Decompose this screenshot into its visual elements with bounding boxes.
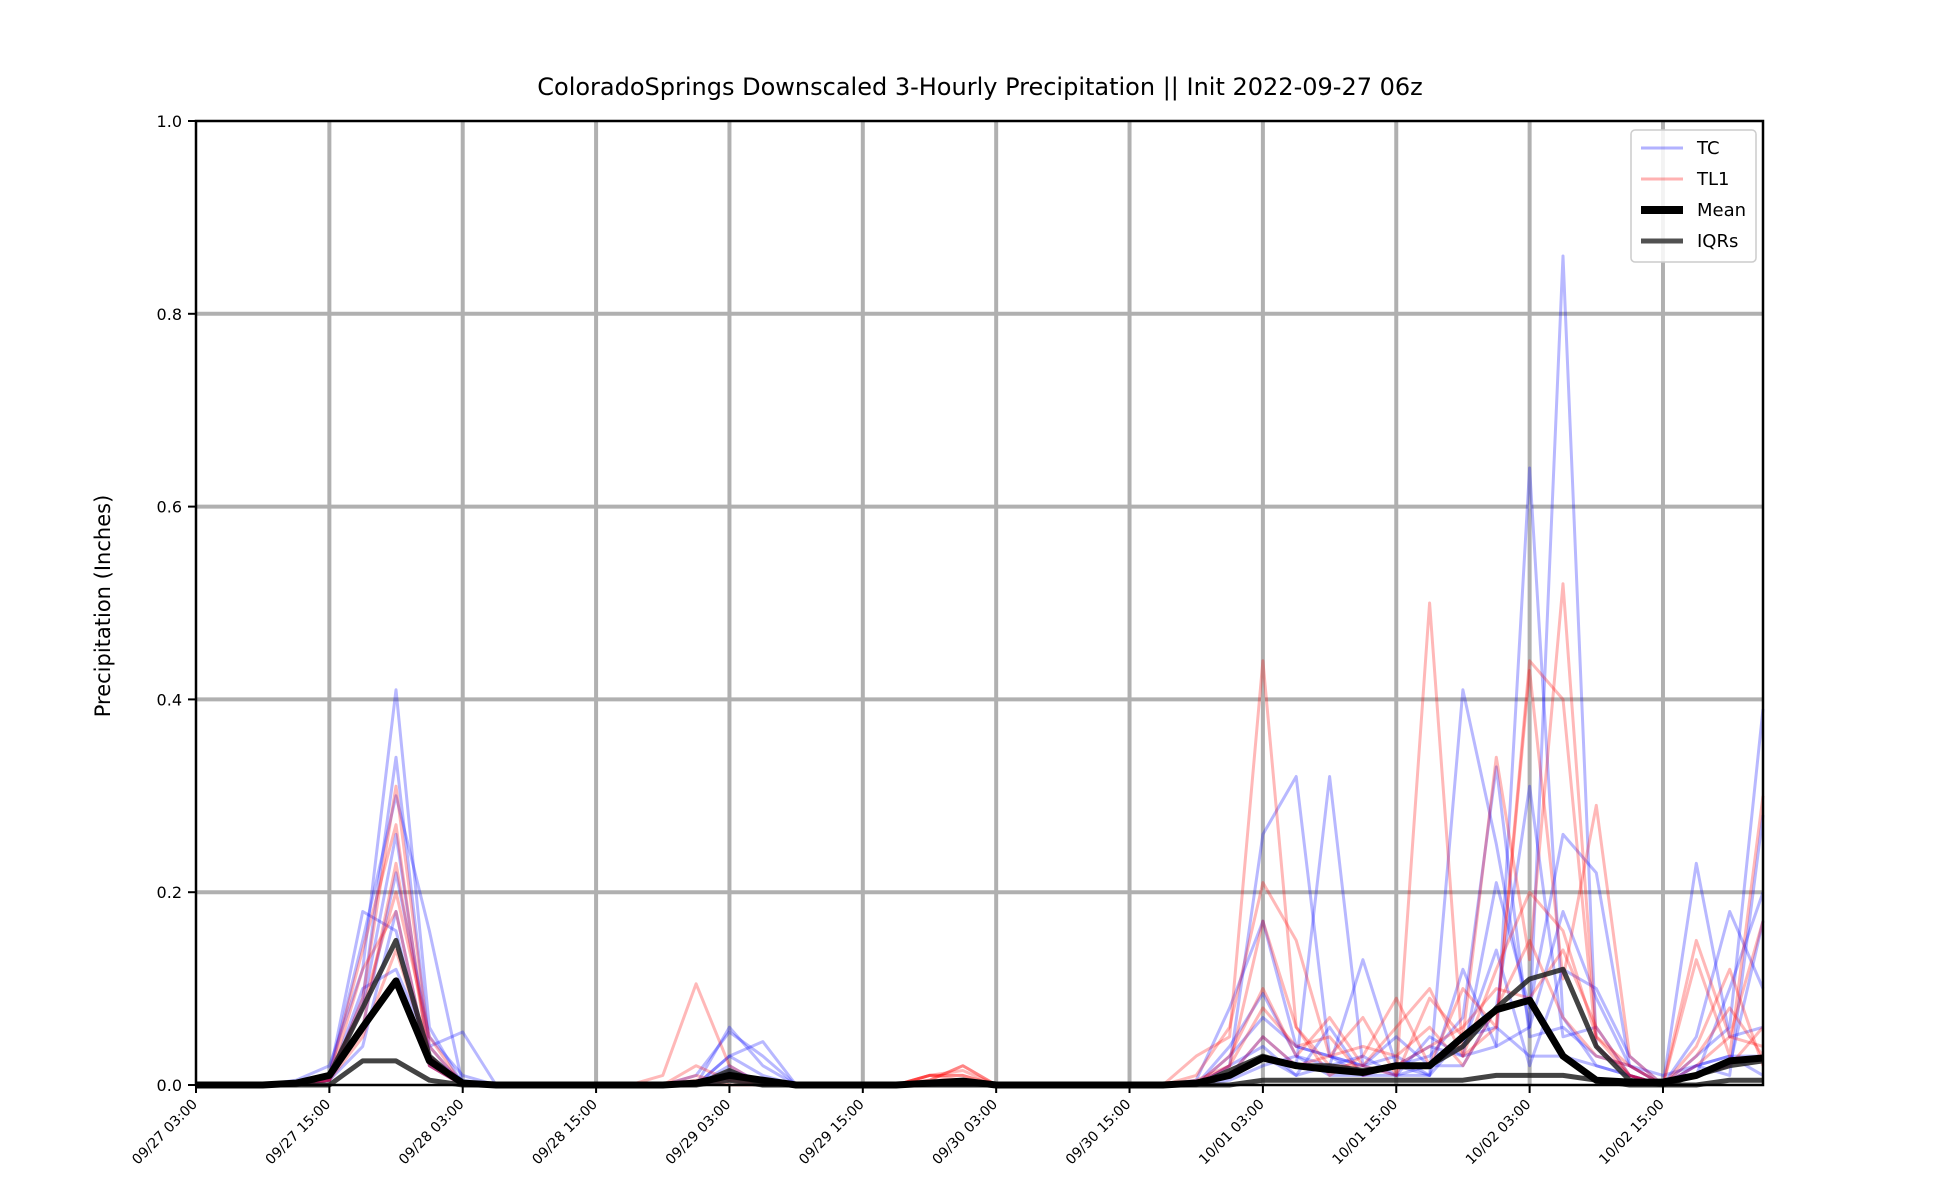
x-tick-label: 10/01 15:00 (1330, 1097, 1402, 1169)
y-tick-label: 0.6 (157, 498, 182, 517)
x-tick-label: 09/30 15:00 (1063, 1097, 1135, 1169)
x-tick-label: 09/28 15:00 (529, 1097, 601, 1169)
mean-line (196, 977, 1764, 1089)
y-tick-label: 0.0 (157, 1076, 182, 1095)
legend-label: IQRs (1697, 231, 1738, 252)
x-tick-label: 09/30 03:00 (929, 1097, 1001, 1169)
grid-lines (196, 121, 1763, 1085)
legend-label: TC (1696, 138, 1720, 159)
x-tick-label: 10/01 03:00 (1196, 1097, 1268, 1169)
plot-frame (194, 119, 1765, 1087)
y-tick-label: 0.8 (157, 305, 182, 324)
x-tick-label: 10/02 03:00 (1463, 1097, 1535, 1169)
mean-series-group (196, 977, 1764, 1089)
x-tick-label: 09/27 03:00 (129, 1097, 201, 1169)
y-tick-label: 1.0 (157, 112, 182, 131)
y-axis-label: Precipitation (Inches) (91, 495, 115, 718)
legend-label: TL1 (1696, 169, 1729, 190)
x-tick-label: 09/29 15:00 (796, 1097, 868, 1169)
legend-label: Mean (1697, 200, 1746, 221)
x-axis-ticks: 09/27 03:00 09/27 15:00 09/28 03:00 09/28 1… (129, 1085, 1668, 1168)
chart-title: ColoradoSprings Downscaled 3-Hourly Prec… (537, 73, 1423, 101)
x-tick-label: 09/29 03:00 (663, 1097, 735, 1169)
x-tick-label: 09/27 15:00 (263, 1097, 335, 1169)
legend-box (1630, 129, 1757, 263)
y-axis-ticks: 0.0 0.2 0.4 0.6 0.8 1.0 (157, 112, 196, 1095)
y-tick-label: 0.4 (157, 690, 182, 709)
x-tick-label: 09/28 03:00 (396, 1097, 468, 1169)
legend: TC TL1 Mean IQRs (1630, 129, 1757, 263)
x-tick-label: 10/02 15:00 (1596, 1097, 1668, 1169)
y-tick-label: 0.2 (157, 883, 182, 902)
